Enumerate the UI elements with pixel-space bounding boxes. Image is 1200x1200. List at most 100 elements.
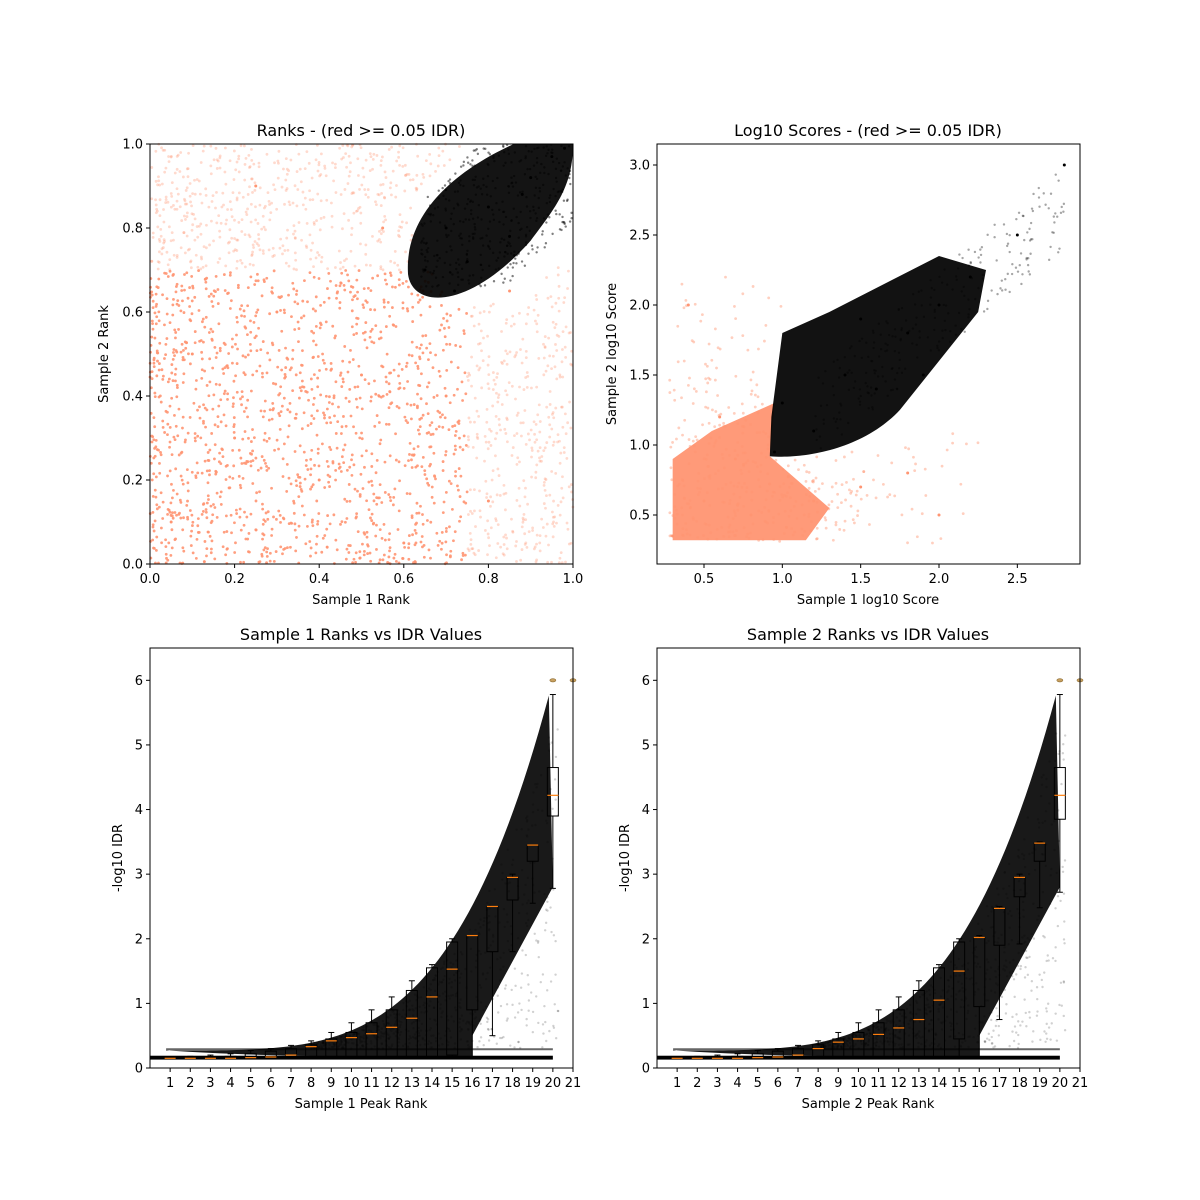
sample1-idr-scatter-point [533,861,536,864]
ranks-fail-point [372,152,376,156]
sample1-idr-scatter-point [444,999,447,1002]
sample2-idr-scatter-point [961,964,964,968]
ranks-pass-point [552,187,555,191]
ranks-fail-point [301,349,304,353]
ranks-fail-point [413,528,417,532]
sample2-idr-scatter-point [927,1030,931,1033]
sample1-idr-scatter-point [387,1037,390,1040]
ranks-fail-point [405,307,409,311]
ranks-pass-point [492,155,495,158]
ranks-fail-point [421,455,425,459]
ranks-pass-point [532,164,536,167]
scores-xticks: 0.5 1.0 1.5 2.0 2.5 [694,564,1028,587]
scores-fail-point [790,527,793,530]
sample2-idr-scatter-point [1003,871,1006,874]
ranks-fail-point [200,512,204,516]
ranks-fail-point [186,499,189,503]
ranks-fail-point [157,362,161,365]
ranks-fail-point [294,416,298,420]
sample1-idr-scatter-point [312,1046,315,1050]
ranks-fail-point [414,522,417,526]
sample1-idr-scatter-point [434,974,437,977]
ranks-fail-point [293,450,297,453]
sample2-idr-scatter-point [990,1035,993,1039]
ranks-fail-point [483,434,487,438]
ranks-fail-point [512,322,516,326]
sample2-idr-scatter-point [885,1021,888,1025]
ranks-fail-point [554,322,558,326]
ranks-fail-point [343,497,347,501]
ranks-fail-point [398,283,401,287]
ranks-fail-point [567,542,571,546]
ranks-fail-point [302,450,306,454]
ranks-pass-point [513,254,516,257]
ranks-pass-point [493,159,496,163]
sample1-idr-scatter-point [498,921,501,924]
scores-pass-point [1029,221,1033,225]
ranks-fail-point [240,390,244,394]
ranks-fail-point [243,510,246,514]
ranks-fail-point [504,321,508,325]
sample2-idr-scatter-point [1005,892,1008,896]
ranks-pass-point [465,252,469,256]
ranks-fail-point [415,511,419,515]
ranks-fail-point [268,218,272,222]
ranks-series-point [563,146,567,150]
ranks-pass-point [450,249,453,252]
ranks-pass-point [500,237,503,240]
ranks-fail-point [363,378,367,382]
ranks-fail-point [560,405,563,409]
ranks-fail-point [453,424,457,428]
ranks-fail-point [346,273,349,277]
sample2-idr-scatter-point [915,1001,919,1005]
ranks-fail-point [312,221,316,224]
ranks-fail-point [309,473,313,477]
ranks-fail-point [149,461,153,465]
scores-pass-point [858,403,862,406]
scores-fail-point [692,518,695,521]
sample1-idr-scatter-point [486,921,490,925]
ranks-fail-point [537,357,541,360]
ranks-fail-point [309,257,312,261]
ranks-fail-point [251,449,255,453]
scores-fail-point [824,518,828,522]
sample2-idr-scatter-point [826,1041,829,1044]
ranks-fail-point [201,265,205,269]
scores-fail-point [687,502,691,506]
ranks-fail-point [246,537,250,541]
ranks-fail-point [292,224,296,228]
ranks-fail-point [472,551,476,555]
ranks-pass-point [551,148,554,151]
ranks-fail-point [328,395,331,399]
ranks-fail-point [214,206,217,210]
ranks-pass-point [426,260,429,263]
ranks-pass-point [517,251,520,254]
ranks-fail-point [383,491,387,494]
sample1-idr-ytick-label: 5 [135,738,143,753]
scores-yticks: 0.51.01.52.02.53.0 [629,159,657,524]
ranks-fail-point [255,491,259,495]
ranks-fail-point [232,249,236,253]
ranks-fail-point [254,499,258,503]
scores-fail-point [780,493,784,497]
sample2-idr-scatter-point [885,1036,889,1040]
scores-fail-point [757,509,761,513]
sample2-idr-scatter-point [1049,874,1052,877]
ranks-fail-point [224,478,228,481]
sample1-idr-scatter-point [507,890,511,893]
scores-series-point [1062,163,1066,167]
ranks-fail-point [201,317,205,321]
sample1-idr-scatter-point [443,960,446,964]
sample2-idr-scatter-point [852,1044,856,1048]
ranks-fail-point [157,395,161,399]
sample1-idr-scatter-point [542,1032,545,1035]
ranks-fail-point [166,422,170,426]
ranks-fail-point [293,184,297,188]
scores-fail-point [672,388,676,392]
ranks-fail-point [171,313,175,317]
scores-fail-point [706,406,710,410]
ranks-fail-point [172,238,175,242]
ranks-fail-point [159,453,163,457]
ranks-fail-point [261,537,264,541]
ranks-fail-point [213,423,217,427]
